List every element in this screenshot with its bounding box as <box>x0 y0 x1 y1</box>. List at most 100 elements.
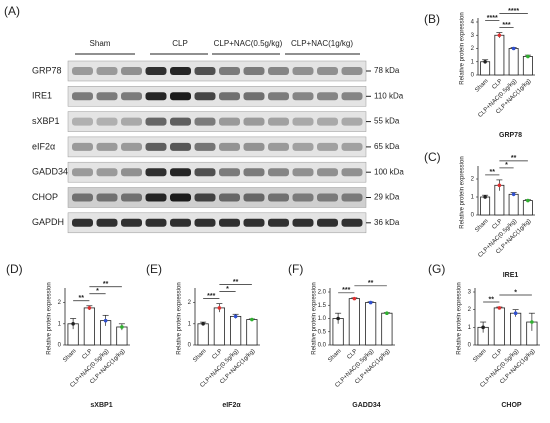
band <box>121 168 142 177</box>
bar <box>508 193 519 216</box>
x-axis-label: GRP78 <box>499 132 522 139</box>
mean-dot <box>87 306 92 310</box>
band <box>219 193 240 202</box>
significance-label: ** <box>103 281 109 288</box>
band <box>268 92 289 101</box>
band <box>268 168 289 177</box>
significance-label: * <box>514 289 517 296</box>
mean-dot <box>217 306 222 310</box>
band <box>145 218 167 227</box>
band <box>96 67 118 75</box>
mean-dot <box>368 300 373 305</box>
band <box>145 92 167 101</box>
mean-dot <box>526 54 530 59</box>
band <box>292 168 314 177</box>
panel-label: (A) <box>4 4 20 18</box>
band <box>145 193 167 202</box>
band <box>96 168 118 177</box>
band <box>170 218 191 227</box>
bar <box>365 302 377 346</box>
band <box>194 142 216 151</box>
band <box>292 92 314 101</box>
mean-dot <box>497 33 502 38</box>
bar <box>522 200 533 216</box>
band <box>145 168 167 177</box>
x-axis-label: CHOP <box>501 402 522 409</box>
y-tick-label: 0 <box>468 343 472 349</box>
mean-dot <box>336 316 340 321</box>
group-label: CLP+NAC(0.5g/kg) <box>214 39 283 48</box>
size-label: 55 kDa <box>374 117 400 126</box>
size-label: 65 kDa <box>374 142 400 151</box>
panel-label: (F) <box>288 262 303 276</box>
row-label: GAPDH <box>32 217 64 227</box>
band <box>243 168 265 177</box>
band <box>72 67 93 75</box>
mean-dot <box>103 318 108 323</box>
row-label: GADD34 <box>32 167 68 177</box>
band <box>72 193 93 202</box>
x-axis-label: sXBP1 <box>90 402 112 409</box>
group-label: CLP+NAC(1g/kg) <box>291 39 353 48</box>
significance-label: * <box>96 288 99 295</box>
band <box>341 218 363 227</box>
band <box>292 67 314 75</box>
band <box>121 67 142 75</box>
y-axis-label: Relative protein expression <box>312 282 318 354</box>
y-tick-label: 1.0 <box>318 316 327 322</box>
band <box>243 67 265 75</box>
y-tick-label: 3 <box>471 33 475 39</box>
mean-dot <box>201 322 205 326</box>
group-label: Sham <box>90 39 111 48</box>
band <box>219 67 240 75</box>
bar <box>197 323 209 346</box>
mean-dot <box>497 306 502 310</box>
band <box>194 193 216 202</box>
row-label: eIF2α <box>32 141 55 151</box>
x-tick-label: Sham <box>474 218 489 233</box>
band <box>145 142 167 151</box>
significance-label: ** <box>368 280 374 287</box>
x-axis-label: GADD34 <box>352 402 381 409</box>
bar <box>480 196 491 216</box>
band <box>121 92 142 101</box>
band <box>341 67 363 75</box>
band <box>219 92 240 101</box>
band <box>72 92 93 101</box>
band <box>96 142 118 151</box>
y-tick-label: 1 <box>471 59 475 65</box>
mean-dot <box>511 192 516 197</box>
x-tick-label: CLP <box>491 348 503 360</box>
band <box>121 142 142 151</box>
y-tick-label: 1 <box>58 321 62 327</box>
band <box>317 67 338 75</box>
row-label: IRE1 <box>32 91 52 101</box>
size-label: 29 kDa <box>374 193 400 202</box>
band <box>268 193 289 202</box>
x-tick-label: Sham <box>192 348 207 363</box>
mean-dot <box>497 183 502 188</box>
x-axis-label: eIF2α <box>222 402 241 409</box>
x-tick-label: Sham <box>327 348 342 363</box>
band <box>170 168 191 177</box>
bar <box>493 307 505 346</box>
band <box>72 218 93 227</box>
y-tick-label: 2 <box>471 177 475 183</box>
band <box>243 193 265 202</box>
band <box>219 142 240 151</box>
y-tick-label: 0 <box>471 73 475 79</box>
band <box>194 218 216 227</box>
band <box>145 117 167 126</box>
x-axis-label: IRE1 <box>503 272 519 279</box>
significance-label: * <box>226 286 229 293</box>
panel-label: (G) <box>428 262 445 276</box>
band <box>317 168 338 177</box>
y-tick-label: 1 <box>188 321 192 327</box>
bar <box>348 298 360 346</box>
bar <box>230 315 242 346</box>
band <box>170 117 191 126</box>
group-label: CLP <box>172 39 188 48</box>
y-tick-label: 0.0 <box>318 343 327 349</box>
significance-label: **** <box>487 15 498 22</box>
bar <box>83 307 95 346</box>
